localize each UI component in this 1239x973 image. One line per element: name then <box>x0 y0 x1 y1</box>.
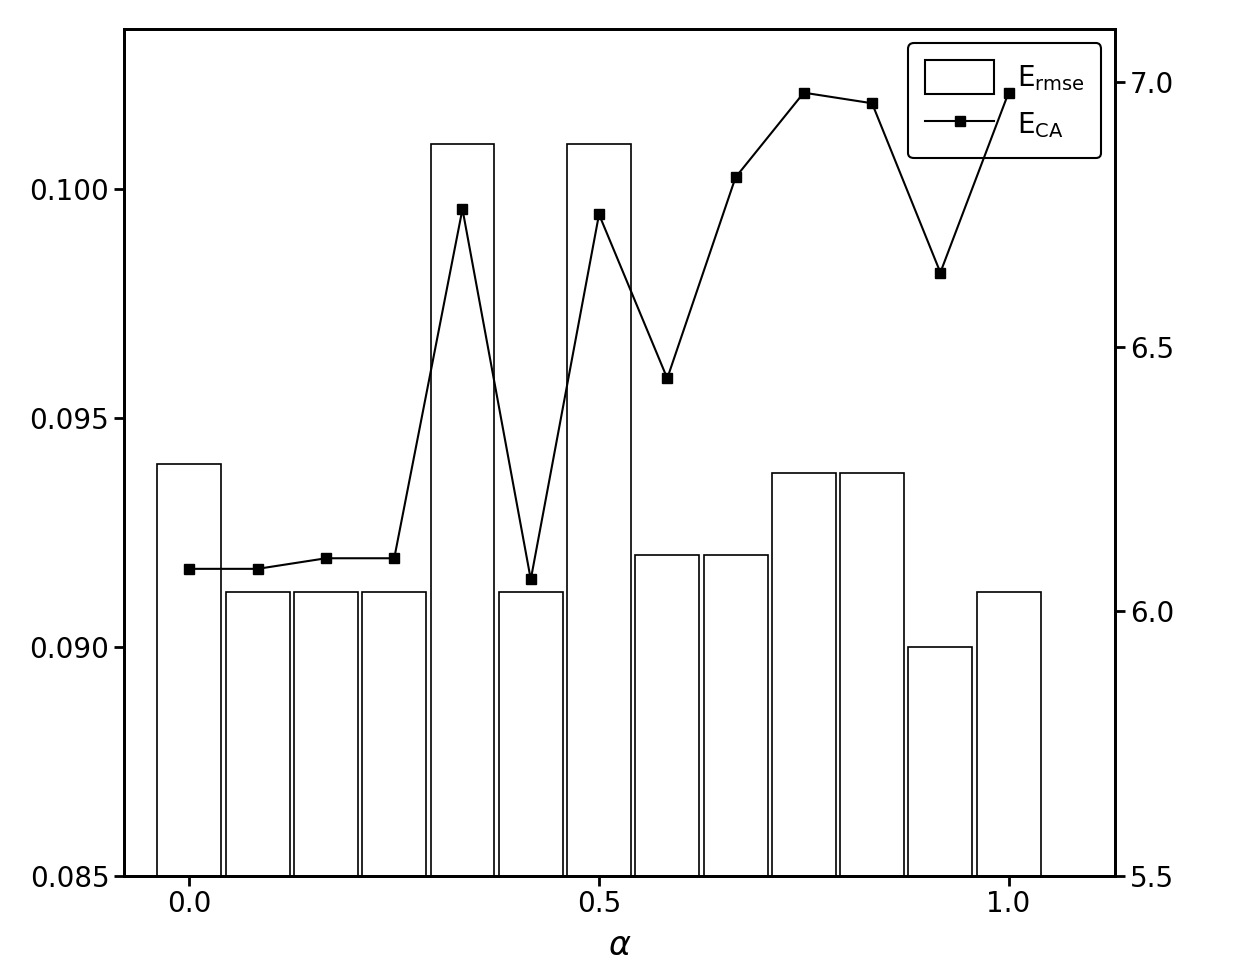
Bar <box>225 592 290 973</box>
Bar <box>636 556 699 973</box>
Bar <box>908 647 973 973</box>
Bar <box>772 473 836 973</box>
Bar <box>840 473 904 973</box>
Bar <box>294 592 358 973</box>
Bar <box>430 144 494 973</box>
Bar <box>157 464 222 973</box>
Legend: $\mathregular{E_{rmse}}$, $\mathregular{E_{CA}}$: $\mathregular{E_{rmse}}$, $\mathregular{… <box>908 43 1101 158</box>
Bar <box>499 592 563 973</box>
X-axis label: α: α <box>608 929 631 962</box>
Bar <box>976 592 1041 973</box>
Bar <box>704 556 767 973</box>
Bar <box>362 592 426 973</box>
Bar <box>567 144 631 973</box>
